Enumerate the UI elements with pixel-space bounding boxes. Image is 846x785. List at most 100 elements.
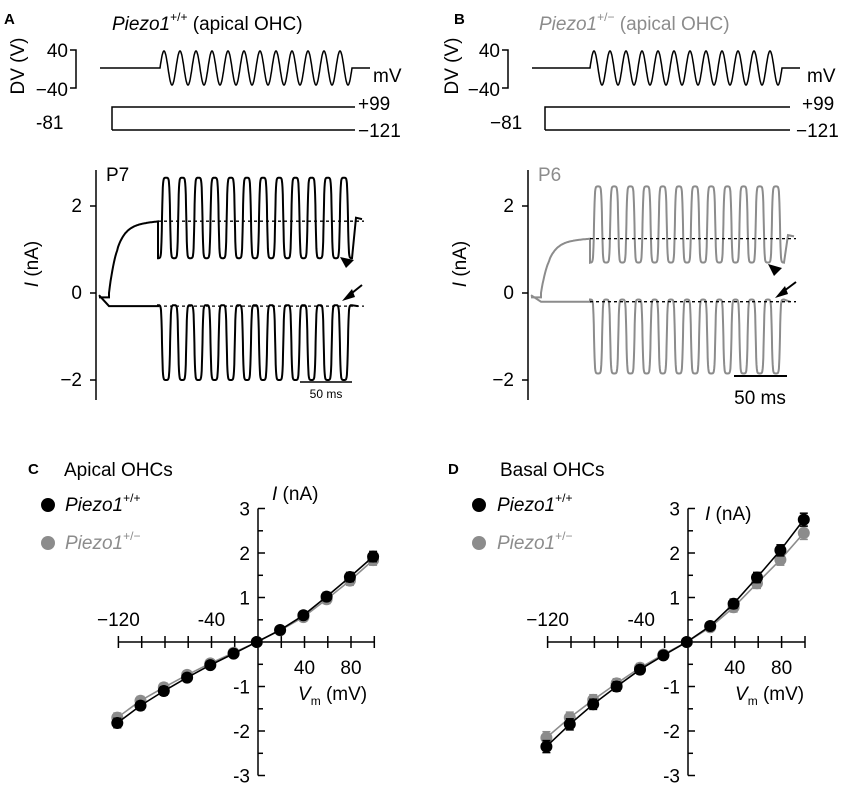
panel-c-point-wt bbox=[134, 699, 147, 712]
panel-d-axes: 3 2 1 -1 -2 -3 −120 -40 40 80 bbox=[526, 500, 806, 785]
panel-d-point-wt bbox=[634, 663, 646, 676]
panel-b-y-tick-label: 2 bbox=[503, 196, 514, 217]
panel-a: A Piezo1+/+ (apical OHC) DV (V) 40 −40 m… bbox=[4, 10, 402, 401]
panel-d-point-wt bbox=[704, 620, 717, 632]
panel-d-point-wt bbox=[610, 680, 623, 693]
panel-c-x-tick-label: 80 bbox=[340, 658, 361, 679]
panel-b-dv-label: DV (V) bbox=[442, 38, 463, 95]
panel-c-point-wt bbox=[204, 659, 217, 672]
panel-a-y-tick-label: 0 bbox=[71, 283, 82, 304]
panel-d-point-wt bbox=[680, 636, 693, 648]
panel-c-point-wt bbox=[367, 550, 380, 563]
panel-a-label: A bbox=[4, 11, 15, 28]
panel-d-legend-het: Piezo1+/− bbox=[497, 529, 572, 554]
panel-c-y-tick-label: 1 bbox=[239, 589, 250, 610]
panel-d: D Basal OHCs Piezo1+/+ Piezo1+/− I (nA) … bbox=[448, 460, 810, 785]
panel-a-dv-label: DV (V) bbox=[8, 38, 29, 95]
panel-c-x-axis-label: Vm (mV) bbox=[298, 684, 367, 708]
panel-d-point-wt bbox=[657, 649, 670, 662]
panel-b-y-axis-label: I (nA) bbox=[450, 241, 471, 287]
panel-d-legend-marker-het bbox=[472, 536, 486, 550]
panel-b-label: B bbox=[454, 11, 465, 28]
panel-d-point-wt bbox=[587, 698, 600, 711]
panel-c-plot-area bbox=[111, 550, 380, 729]
panel-d-plot-area bbox=[540, 512, 810, 754]
panel-b-title: Piezo1+/− (apical OHC) bbox=[539, 10, 730, 35]
panel-a-dv-tick-top: 40 bbox=[47, 41, 68, 62]
panel-c-x-tick-label: 40 bbox=[294, 658, 315, 679]
panel-c-point-wt bbox=[227, 647, 240, 660]
panel-a-trace-negative bbox=[98, 294, 359, 381]
panel-d-y-tick-label: 1 bbox=[669, 589, 680, 610]
panel-b-hold-label: −81 bbox=[490, 113, 522, 134]
panel-a-dv-bracket bbox=[70, 49, 77, 89]
panel-a-dv-tick-bottom: −40 bbox=[36, 80, 68, 101]
panel-c-point-wt bbox=[111, 717, 124, 729]
panel-d-x-tick-label: 40 bbox=[724, 658, 745, 679]
panel-c-y-tick-label: 2 bbox=[239, 544, 250, 565]
panel-d-x-axis-label: Vm (mV) bbox=[735, 684, 804, 708]
panel-d-point-het bbox=[774, 553, 787, 566]
panel-d-y-tick-label: 2 bbox=[669, 544, 680, 565]
panel-a-hold-label: -81 bbox=[36, 113, 63, 134]
panel-c-legend-het: Piezo1+/− bbox=[65, 529, 140, 554]
panel-b-dv-tick-bottom: −40 bbox=[468, 80, 500, 101]
panel-b-mv-unit: mV bbox=[807, 66, 836, 87]
panel-c-point-wt bbox=[181, 671, 194, 684]
panel-d-point-het bbox=[797, 527, 810, 539]
panel-b-y-tick-label: −2 bbox=[492, 370, 514, 391]
panel-b-stimulus-trace bbox=[532, 50, 800, 86]
panel-b-step-bottom-label: −121 bbox=[796, 121, 839, 142]
panel-b-trace-positive bbox=[531, 185, 795, 299]
panel-a-step-top-label: +99 bbox=[358, 94, 390, 115]
panel-c-y-tick-label: 3 bbox=[239, 500, 250, 521]
panel-b-arrow-tip-icon bbox=[775, 286, 788, 298]
panel-a-title: Piezo1+/+ (apical OHC) bbox=[112, 10, 303, 35]
panel-b-y-tick-label: 0 bbox=[503, 283, 514, 304]
panel-a-y-tick-label: −2 bbox=[60, 370, 82, 391]
panel-a-mv-unit: mV bbox=[373, 66, 402, 87]
panel-c-point-wt bbox=[320, 590, 333, 603]
panel-c-point-wt bbox=[157, 685, 170, 697]
panel-b-age-label: P6 bbox=[538, 165, 561, 186]
panel-b-step-top bbox=[544, 106, 790, 130]
panel-a-arrowhead-icon bbox=[340, 257, 354, 268]
panel-a-age-label: P7 bbox=[106, 165, 129, 186]
panel-d-point-wt bbox=[540, 740, 553, 753]
panel-d-y-axis-label: I (nA) bbox=[705, 504, 751, 525]
panel-d-title: Basal OHCs bbox=[500, 460, 605, 481]
panel-c-y-tick-label: -1 bbox=[233, 678, 250, 699]
panel-c-title: Apical OHCs bbox=[64, 460, 173, 481]
panel-d-point-wt bbox=[727, 597, 740, 610]
panel-d-point-wt bbox=[751, 571, 763, 584]
panel-c-x-tick-label: -40 bbox=[198, 610, 225, 631]
panel-c-point-wt bbox=[250, 636, 263, 648]
panel-d-point-wt bbox=[797, 513, 810, 526]
panel-c-y-tick-label: -3 bbox=[233, 767, 250, 785]
panel-d-label: D bbox=[448, 461, 459, 478]
panel-b-trace-negative bbox=[530, 294, 791, 375]
panel-d-y-tick-label: -3 bbox=[663, 767, 680, 785]
panel-c-legend-marker-het bbox=[41, 536, 55, 550]
panel-b-dv-tick-top: 40 bbox=[479, 41, 500, 62]
panel-b-scale-label: 50 ms bbox=[734, 388, 786, 409]
panel-a-scale-label: 50 ms bbox=[310, 387, 343, 401]
panel-b-dv-bracket bbox=[502, 49, 509, 89]
panel-a-stimulus-trace bbox=[100, 50, 370, 86]
panel-c-point-wt bbox=[274, 624, 287, 636]
panel-d-x-tick-label: 80 bbox=[771, 658, 792, 679]
panel-b-step-top-label: +99 bbox=[802, 94, 834, 115]
panel-d-legend-marker-wt bbox=[472, 498, 486, 512]
panel-d-x-tick-label: -40 bbox=[627, 610, 654, 631]
panel-c-axes: 3 2 1 -1 -2 -3 −120 -40 40 80 bbox=[97, 500, 376, 785]
panel-d-point-wt bbox=[563, 718, 576, 731]
panel-c-legend-marker-wt bbox=[41, 498, 55, 512]
panel-d-y-tick-label: -2 bbox=[663, 722, 680, 743]
panel-d-point-wt bbox=[774, 544, 787, 557]
panel-c-label: C bbox=[28, 461, 39, 478]
panel-c-y-tick-label: -2 bbox=[233, 722, 250, 743]
panel-b: B Piezo1+/− (apical OHC) DV (V) 40 −40 m… bbox=[442, 10, 839, 409]
panel-d-y-tick-label: -1 bbox=[663, 678, 680, 699]
panel-c-legend-wt: Piezo1+/+ bbox=[65, 491, 140, 516]
